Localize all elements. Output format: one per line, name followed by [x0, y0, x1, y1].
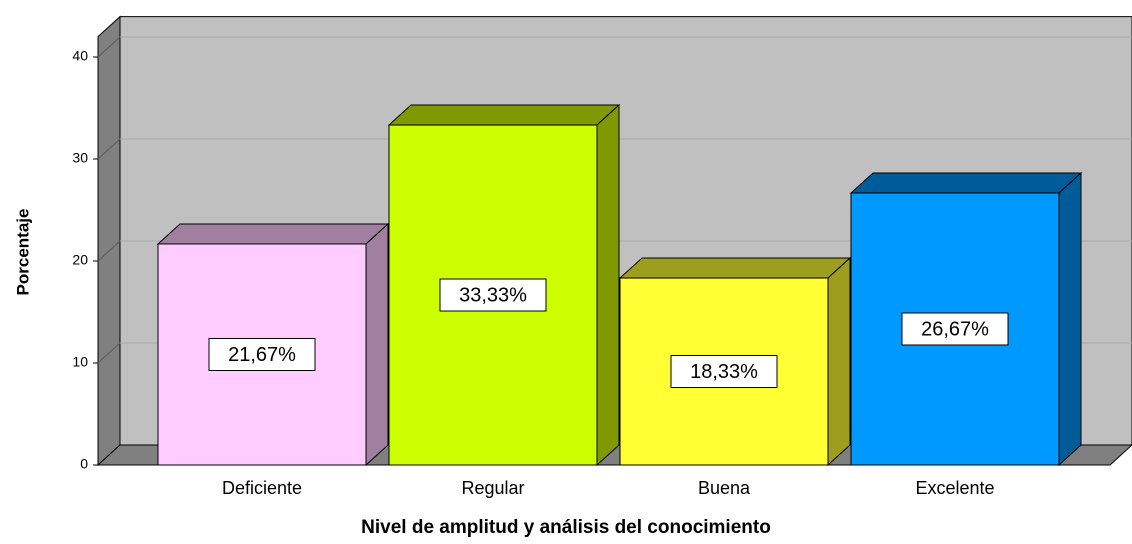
- data-label: 18,33%: [690, 361, 758, 383]
- data-label-box: [208, 337, 316, 371]
- data-label-box: [439, 278, 547, 312]
- bar-top: [156, 223, 390, 245]
- bar-side: [365, 222, 389, 467]
- x-tick-label: Regular: [461, 478, 524, 498]
- bar-side: [1058, 171, 1082, 467]
- grid-line: [97, 342, 121, 364]
- y-tick-label: 30: [72, 150, 88, 166]
- bar-top: [387, 104, 621, 126]
- x-tick-label: Buena: [698, 478, 751, 498]
- bar-side: [827, 256, 851, 467]
- y-tick-label: 40: [72, 48, 88, 64]
- grid-line: [97, 36, 121, 58]
- y-tick-label: 0: [80, 456, 88, 472]
- grid-line: [97, 138, 121, 160]
- y-tick-label: 20: [72, 252, 88, 268]
- x-tick-label: Excelente: [915, 478, 994, 498]
- data-label-box: [901, 312, 1009, 346]
- data-label-box: [670, 355, 778, 389]
- y-axis-title: Porcentaje: [13, 209, 32, 296]
- data-label: 21,67%: [228, 344, 296, 366]
- data-label: 26,67%: [921, 318, 989, 340]
- x-tick-label: Deficiente: [222, 478, 302, 498]
- data-label: 33,33%: [459, 284, 527, 306]
- grid-line: [97, 240, 121, 262]
- side-wall: [97, 15, 121, 467]
- bar-top: [849, 172, 1083, 194]
- y-tick-label: 10: [72, 354, 88, 370]
- bar-side: [596, 103, 620, 467]
- bar-top: [618, 257, 852, 279]
- x-axis-title: Nivel de amplitud y análisis del conocim…: [361, 517, 771, 538]
